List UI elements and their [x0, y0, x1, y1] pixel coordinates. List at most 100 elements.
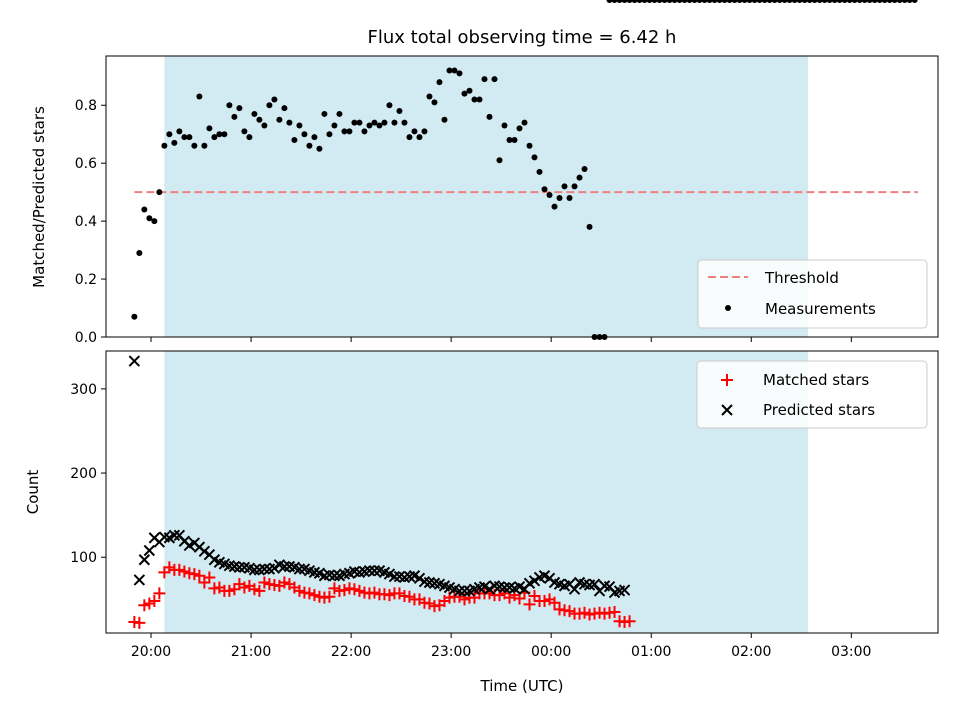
bottom-legend: Matched stars Predicted stars — [696, 360, 928, 429]
x-tick-label: 03:00 — [831, 644, 871, 660]
measurement-point — [131, 313, 138, 320]
measurement-point — [721, 0, 728, 3]
measurement-point — [356, 119, 363, 126]
measurement-point — [246, 134, 253, 141]
matched-point — [308, 589, 321, 602]
measurement-point — [661, 0, 668, 3]
measurement-point — [331, 122, 338, 129]
measurement-point — [631, 0, 638, 3]
measurement-point — [866, 0, 873, 3]
matched-point — [153, 587, 166, 600]
matched-point — [228, 583, 241, 596]
measurement-point — [251, 110, 258, 117]
measurement-point — [196, 93, 203, 100]
measurement-point — [851, 0, 858, 3]
top-y-axis-label: Matched/Predicted stars — [30, 106, 48, 288]
matched-point — [623, 615, 636, 628]
measurement-point — [611, 0, 618, 3]
measurement-point — [761, 0, 768, 3]
measurement-point — [711, 0, 718, 3]
x-tick-label: 02:00 — [731, 644, 771, 660]
measurement-point — [346, 128, 353, 135]
measurement-point — [641, 0, 648, 3]
measurement-point — [181, 134, 188, 141]
predicted-point — [498, 581, 511, 594]
bottom-y-tick-label: 200 — [70, 466, 97, 482]
measurement-point — [736, 0, 743, 3]
measurement-point — [276, 116, 283, 123]
measurement-point — [481, 76, 488, 83]
measurement-point — [241, 128, 248, 135]
predicted-point — [618, 584, 631, 596]
x-tick-label: 21:00 — [231, 644, 271, 660]
matched-point — [353, 584, 366, 597]
measurement-point — [531, 154, 538, 161]
measurement-point — [646, 0, 653, 3]
matched-point — [323, 590, 336, 603]
measurement-point — [891, 0, 898, 3]
measurement-point — [461, 90, 468, 97]
measurement-point — [231, 113, 238, 120]
measurement-point — [586, 223, 593, 230]
measurement-point — [216, 131, 223, 138]
measurement-point — [156, 189, 163, 196]
measurement-point — [831, 0, 838, 3]
measurement-point — [211, 134, 218, 141]
predicted-point — [138, 554, 151, 566]
matched-point — [538, 595, 551, 608]
predicted-point — [458, 585, 471, 597]
measurement-point — [351, 119, 358, 126]
matched-legend-label: Matched stars — [763, 371, 869, 389]
measurement-point — [551, 203, 558, 210]
matched-legend-marker — [721, 374, 733, 386]
predicted-point — [233, 561, 246, 574]
measurement-point — [621, 0, 628, 3]
matched-point — [148, 595, 161, 608]
measurement-point — [311, 134, 318, 141]
measurement-point — [811, 0, 818, 3]
top-y-tick-label: 0.4 — [75, 214, 97, 230]
measurement-point — [856, 0, 863, 3]
measurement-point — [836, 0, 843, 3]
matched-point — [368, 586, 381, 599]
top-legend-box — [697, 259, 928, 329]
predicted-point — [453, 585, 466, 597]
measurement-point — [286, 119, 293, 126]
measurement-point — [881, 0, 888, 3]
measurement-point — [781, 0, 788, 3]
matched-point — [178, 565, 191, 578]
measurement-point — [511, 137, 518, 144]
measurement-point — [886, 0, 893, 3]
measurement-point — [541, 186, 548, 193]
measurement-point — [651, 0, 658, 3]
predicted-point — [363, 564, 376, 577]
measurement-point — [381, 119, 388, 126]
x-tick-label: 00:00 — [531, 644, 571, 660]
measurement-point — [361, 128, 368, 135]
matched-point — [348, 583, 361, 596]
measurement-point — [801, 0, 808, 3]
matched-point — [173, 563, 186, 576]
top-y-tick-label: 0.2 — [75, 272, 97, 288]
measurements-legend-marker — [725, 305, 731, 311]
top-y-tick-label: 0.8 — [75, 98, 97, 114]
matched-point — [158, 566, 171, 579]
matched-point — [503, 591, 516, 604]
predicted-point — [258, 563, 271, 575]
matched-point — [223, 584, 236, 597]
matched-point — [523, 598, 536, 611]
measurement-point — [561, 183, 568, 190]
bottom-plot-frame — [105, 350, 939, 634]
measurement-point — [476, 96, 483, 103]
measurement-point — [406, 134, 413, 141]
bottom-y-axis-label: Count — [24, 470, 42, 515]
predicted-point — [413, 572, 426, 584]
measurement-point — [366, 122, 373, 129]
matched-point — [403, 590, 416, 603]
measurement-point — [576, 174, 583, 181]
measurement-point — [581, 165, 588, 172]
matched-point — [203, 571, 216, 584]
measurement-point — [806, 0, 813, 3]
bottom-y-tick-label: 300 — [70, 382, 97, 398]
predicted-point — [168, 529, 181, 542]
